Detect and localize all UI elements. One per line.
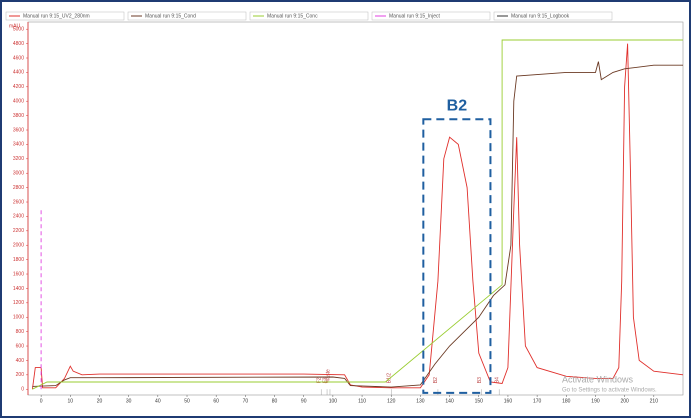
x-tick-label: 180 xyxy=(562,398,571,404)
y-tick-label: 3400 xyxy=(13,142,24,148)
annotation-label: F3 xyxy=(322,377,328,383)
annotation-label: B3 xyxy=(477,377,483,383)
series-line xyxy=(31,43,684,390)
legend-label: Manual run 9:15_Logbook xyxy=(511,14,570,20)
highlight-box xyxy=(422,118,492,394)
y-tick-label: 1000 xyxy=(13,315,24,321)
legend-label: Manual run 9:15_Inject xyxy=(389,14,440,20)
x-tick-label: 90 xyxy=(301,398,307,404)
x-tick-label: 20 xyxy=(97,398,103,404)
plot-area xyxy=(27,21,684,396)
y-tick-label: 200 xyxy=(16,372,25,378)
y-tick-label: 4800 xyxy=(13,41,24,47)
watermark-text: Go to Settings to activate Windows. xyxy=(562,388,657,394)
x-tick-label: 190 xyxy=(591,398,600,404)
y-tick-label: 0 xyxy=(21,387,24,393)
y-tick-label: 2000 xyxy=(13,243,24,249)
annotation-label: Waste xyxy=(325,369,331,383)
series-line xyxy=(32,39,683,390)
x-tick-label: 80 xyxy=(272,398,278,404)
x-tick-label: 10 xyxy=(68,398,74,404)
x-tick-label: 130 xyxy=(416,398,425,404)
annotation-label: B4 xyxy=(495,377,501,383)
x-tick-label: 200 xyxy=(620,398,629,404)
legend-label: Manual run 9:15_Conc xyxy=(267,14,318,20)
legend-box xyxy=(493,11,613,21)
x-tick-label: 110 xyxy=(358,398,366,404)
x-tick-label: 100 xyxy=(329,398,338,404)
legend-label: Manual run 9:15_Cond xyxy=(145,14,196,20)
y-axis-label: mAU xyxy=(9,23,21,29)
y-tick-label: 4400 xyxy=(13,70,24,76)
y-tick-label: 1800 xyxy=(13,257,24,263)
y-tick-label: 1400 xyxy=(13,286,24,292)
y-tick-label: 800 xyxy=(16,329,25,335)
y-tick-label: 3000 xyxy=(13,171,24,177)
annotation-label: F2 xyxy=(317,377,323,383)
legend-label: Manual run 9:15_UV2_280nm xyxy=(23,14,90,20)
watermark-title: Activate Windows xyxy=(562,374,634,384)
highlight-label: B2 xyxy=(447,97,468,114)
y-tick-label: 1200 xyxy=(13,300,24,306)
x-tick-label: 210 xyxy=(650,398,659,404)
x-tick-label: 40 xyxy=(155,398,161,404)
x-tick-label: 170 xyxy=(533,398,542,404)
y-tick-label: 400 xyxy=(16,358,25,364)
y-tick-label: 2200 xyxy=(13,228,24,234)
legend-box xyxy=(127,11,247,21)
y-tick-label: 5000 xyxy=(13,27,24,33)
y-tick-label: 1600 xyxy=(13,271,24,277)
y-tick-label: 600 xyxy=(16,343,25,349)
x-tick-label: 30 xyxy=(126,398,132,404)
x-tick-label: 160 xyxy=(504,398,513,404)
y-tick-label: 3200 xyxy=(13,156,24,162)
legend-box xyxy=(5,11,125,21)
y-tick-label: 3800 xyxy=(13,113,24,119)
x-tick-label: 150 xyxy=(475,398,484,404)
x-tick-label: 120 xyxy=(387,398,396,404)
x-tick-label: 70 xyxy=(243,398,249,404)
y-tick-label: 2800 xyxy=(13,185,24,191)
y-tick-label: 3600 xyxy=(13,127,24,133)
y-tick-label: 2600 xyxy=(13,199,24,205)
series-line xyxy=(32,61,683,388)
y-tick-label: 4200 xyxy=(13,84,24,90)
legend-box xyxy=(371,11,491,21)
annotation-label: B2 xyxy=(433,377,439,383)
x-tick-label: 0 xyxy=(40,398,43,404)
x-tick-label: 60 xyxy=(213,398,219,404)
y-tick-label: 4000 xyxy=(13,99,24,105)
x-tick-label: 140 xyxy=(445,398,454,404)
y-tick-label: 2400 xyxy=(13,214,24,220)
legend-box xyxy=(249,11,369,21)
y-tick-label: 4600 xyxy=(13,55,24,61)
x-tick-label: 50 xyxy=(184,398,190,404)
